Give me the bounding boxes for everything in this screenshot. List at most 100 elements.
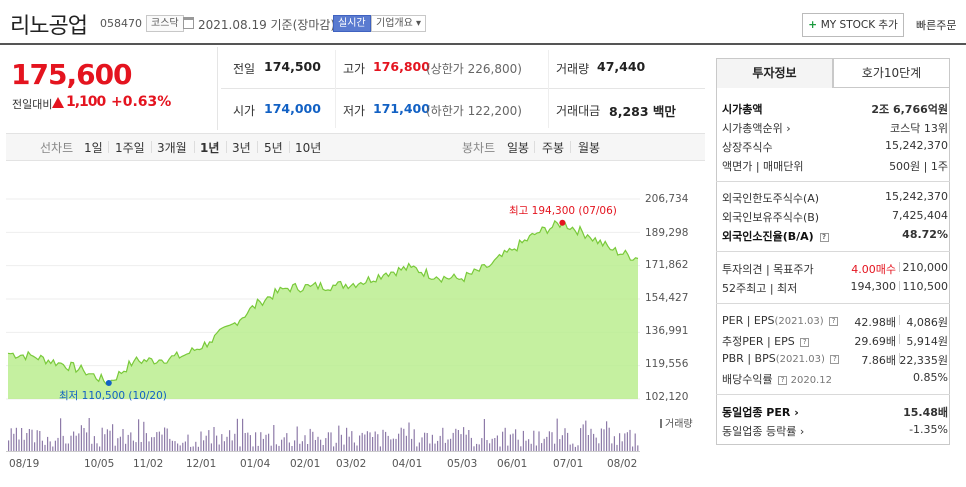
volume-bar	[481, 438, 483, 451]
divider	[899, 262, 900, 272]
tab-weekly[interactable]: 주봉	[542, 141, 565, 155]
volume-bar	[242, 418, 244, 451]
tab-3y[interactable]: 3년	[232, 141, 251, 155]
sector-per-link[interactable]: 동일업종 PER ›	[722, 404, 799, 420]
volume-bar	[567, 432, 569, 451]
volume-bar	[278, 445, 280, 451]
tab-orderbook[interactable]: 호가10단계	[833, 58, 950, 88]
prev-close-value: 174,500	[264, 59, 321, 74]
volume-bar	[49, 441, 51, 451]
volume-bar	[525, 440, 527, 451]
volume-bar	[452, 432, 454, 451]
y-tick: 136,991	[645, 325, 689, 337]
volume-bar	[174, 441, 176, 451]
volume-bar	[359, 435, 361, 451]
volume-bar	[444, 442, 446, 451]
volume-bar	[387, 435, 389, 451]
volume-bar	[216, 435, 218, 451]
y-tick: 189,298	[645, 227, 689, 239]
volume-bar	[67, 443, 69, 451]
volume-bar	[619, 433, 621, 451]
tab-1d[interactable]: 1일	[84, 141, 103, 155]
help-icon[interactable]: ?	[829, 317, 839, 326]
market-cap-rank-link[interactable]: 시가총액순위 ›	[722, 120, 791, 136]
help-icon[interactable]: ?	[778, 376, 788, 385]
per-row: PER | EPS(2021.03) ? 42.98배 4,086원	[722, 314, 948, 332]
low-label: 저가	[343, 104, 366, 118]
volume-bar	[374, 431, 376, 451]
market-cap-label: 시가총액	[722, 103, 763, 116]
volume-bar	[333, 446, 335, 451]
high-label: 고가	[343, 62, 366, 76]
foreign-ratio-row: 외국인소진율(B/A) ? 48.72%	[722, 228, 948, 246]
chart-max-label: 최고 194,300 (07/06)	[509, 205, 617, 217]
volume-bar	[221, 434, 223, 451]
quick-order-link[interactable]: 빠른주문	[916, 19, 957, 32]
y-tick: 154,427	[645, 292, 689, 304]
volume-bar	[489, 443, 491, 451]
dividend-value: 0.85%	[913, 371, 948, 384]
volume-bar	[465, 434, 467, 451]
volume-bar	[413, 429, 415, 451]
volume-bar-icon	[660, 419, 662, 428]
header-divider	[0, 43, 966, 45]
tab-monthly[interactable]: 월봉	[578, 141, 601, 155]
volume-bar	[494, 438, 496, 451]
volume-bar	[122, 429, 124, 451]
realtime-button[interactable]: 실시간	[333, 15, 371, 32]
divider	[534, 141, 535, 153]
target-price-value: 210,000	[902, 261, 949, 274]
volume-bar	[262, 438, 264, 451]
chevron-right-icon: ›	[799, 425, 805, 438]
help-icon[interactable]: ?	[800, 338, 810, 347]
price-chart[interactable]	[6, 193, 640, 406]
volume-bar	[151, 437, 153, 451]
volume-bar	[135, 442, 137, 451]
volume-bar	[468, 430, 470, 451]
tab-5y[interactable]: 5년	[264, 141, 283, 155]
chart-baseline	[6, 451, 640, 452]
volume-bar	[340, 434, 342, 451]
divider	[716, 181, 950, 182]
volume-bar	[346, 427, 348, 451]
company-overview-dropdown[interactable]: 기업개요 ▾	[371, 15, 427, 32]
volume-bar	[140, 442, 142, 451]
tab-3m[interactable]: 3개월	[157, 141, 187, 155]
divider	[257, 141, 258, 153]
tab-daily[interactable]: 일봉	[507, 141, 530, 155]
market-cap-row: 시가총액 2조 6,766억원	[722, 101, 948, 119]
plus-icon: +	[808, 19, 821, 31]
price-change-pct: +0.63%	[111, 94, 172, 110]
tab-1y[interactable]: 1년	[200, 141, 220, 155]
volume-bar	[166, 428, 168, 451]
volume-bar	[223, 441, 225, 451]
volume-bar	[226, 436, 228, 451]
tab-investment-info[interactable]: 투자정보	[716, 58, 833, 88]
volume-bar	[104, 434, 106, 451]
volume-bar	[309, 428, 311, 451]
tab-10y[interactable]: 10년	[295, 141, 322, 155]
volume-bar	[541, 443, 543, 451]
date-label: 2021.08.19 기준(장마감)	[198, 18, 336, 32]
help-icon[interactable]: ?	[830, 355, 840, 364]
help-icon[interactable]: ?	[819, 233, 829, 242]
volume-bar	[543, 438, 545, 451]
volume-bar	[26, 433, 28, 451]
volume-bar	[96, 443, 98, 451]
volume-bar	[405, 435, 407, 451]
sector-rate-row: 동일업종 등락률 › -1.35%	[722, 423, 948, 441]
divider	[716, 394, 950, 395]
volume-bar	[257, 445, 259, 451]
up-arrow-icon	[52, 97, 64, 108]
volume-bar	[153, 437, 155, 451]
divider	[226, 141, 227, 153]
sector-rate-link[interactable]: 동일업종 등락률 ›	[722, 423, 804, 439]
volume-bar	[499, 446, 501, 451]
volume-bar	[496, 435, 498, 451]
volume-bar	[507, 445, 509, 451]
calendar-icon	[183, 17, 194, 29]
volume-bar	[356, 445, 358, 451]
add-mystock-button[interactable]: + MY STOCK 추가	[802, 13, 904, 37]
foreign-ratio-value: 48.72%	[902, 228, 948, 241]
tab-1w[interactable]: 1주일	[115, 141, 145, 155]
